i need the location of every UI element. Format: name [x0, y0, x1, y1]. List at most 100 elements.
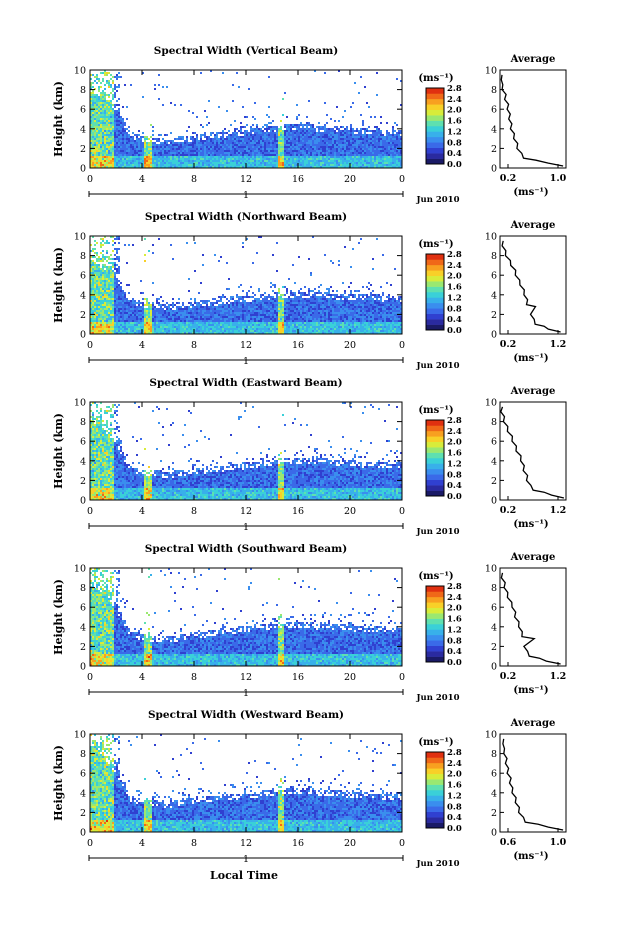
heatmap-cell — [94, 264, 96, 266]
heatmap-cell — [342, 116, 344, 118]
heatmap-cell — [186, 146, 188, 148]
heatmap-cell — [230, 166, 232, 168]
heatmap-cell — [174, 318, 176, 320]
heatmap-cell — [242, 160, 244, 162]
heatmap-cell — [228, 304, 230, 306]
heatmap-cell — [252, 146, 254, 148]
heatmap-cell — [266, 156, 268, 158]
heatmap-cell — [154, 310, 156, 312]
heatmap-cell — [106, 122, 108, 124]
heatmap-cell — [102, 314, 104, 316]
heatmap-cell — [104, 274, 106, 276]
heatmap-cell — [300, 158, 302, 160]
heatmap-cell — [398, 152, 400, 154]
heatmap-cell — [138, 306, 140, 308]
heatmap-cell — [332, 138, 334, 140]
heatmap-cell — [120, 128, 122, 130]
heatmap-cell — [332, 142, 334, 144]
heatmap-cell — [120, 116, 122, 118]
heatmap-cell — [94, 110, 96, 112]
heatmap-cell — [128, 160, 130, 162]
heatmap-cell — [208, 332, 210, 334]
heatmap-cell — [184, 142, 186, 144]
heatmap-cell — [158, 310, 160, 312]
heatmap-cell — [176, 144, 178, 146]
heatmap-cells — [90, 70, 402, 168]
heatmap-cell — [170, 166, 172, 168]
heatmap-cell — [272, 140, 274, 142]
heatmap-cell — [112, 96, 114, 98]
heatmap-cell — [260, 152, 262, 154]
heatmap-cell — [122, 150, 124, 152]
heatmap-cell — [112, 236, 114, 238]
heatmap-cell — [310, 160, 312, 162]
heatmap-cell — [276, 132, 278, 134]
heatmap-cell — [158, 326, 160, 328]
heatmap-cell — [272, 152, 274, 154]
heatmap-cell — [212, 324, 214, 326]
heatmap-cell — [286, 136, 288, 138]
heatmap-cell — [226, 164, 228, 166]
heatmap-cell — [206, 326, 208, 328]
heatmap-cell — [246, 142, 248, 144]
heatmap-cell — [104, 236, 106, 238]
day-label: 1 — [243, 190, 249, 201]
heatmap-cell — [120, 282, 122, 284]
heatmap-cell — [378, 154, 380, 156]
heatmap-cell — [244, 132, 246, 134]
heatmap-cell — [400, 162, 402, 164]
heatmap-cell — [176, 146, 178, 148]
heatmap-cell — [200, 320, 202, 322]
heatmap-cell — [200, 158, 202, 160]
heatmap-cell — [108, 94, 110, 96]
heatmap-cell — [90, 318, 92, 320]
heatmap-cell — [104, 84, 106, 86]
heatmap-cell — [268, 136, 270, 138]
heatmap-cell — [258, 154, 260, 156]
heatmap-cell — [90, 114, 92, 116]
heatmap-cell — [120, 322, 122, 324]
heatmap-cell — [230, 164, 232, 166]
heatmap-cell — [104, 142, 106, 144]
heatmap-cell — [178, 316, 180, 318]
heatmap-cell — [210, 160, 212, 162]
heatmap-cell — [364, 160, 366, 162]
heatmap-cell — [358, 158, 360, 160]
heatmap-cell — [350, 148, 352, 150]
heatmap-cell — [308, 122, 310, 124]
heatmap-cell — [92, 150, 94, 152]
heatmap-cell — [320, 132, 322, 134]
heatmap-cell — [394, 158, 396, 160]
heatmap-cell — [116, 288, 118, 290]
heatmap-cell — [240, 154, 242, 156]
heatmap-cell — [92, 92, 94, 94]
heatmap-cell — [116, 166, 118, 168]
heatmap-cell — [118, 112, 120, 114]
heatmap-cell — [210, 326, 212, 328]
heatmap-cell — [348, 134, 350, 136]
heatmap-cell — [362, 140, 364, 142]
heatmap-cell — [278, 138, 280, 140]
heatmap-cell — [186, 242, 188, 244]
heatmap-cell — [94, 278, 96, 280]
heatmap-cell — [134, 320, 136, 322]
heatmap-cell — [200, 150, 202, 152]
heatmap-cell — [362, 134, 364, 136]
heatmap-cell — [190, 142, 192, 144]
heatmap-cell — [128, 304, 130, 306]
heatmap-cell — [100, 130, 102, 132]
heatmap-cell — [202, 320, 204, 322]
heatmap-cell — [292, 140, 294, 142]
heatmap-cell — [368, 140, 370, 142]
heatmap-cell — [230, 124, 232, 126]
heatmap-cell — [222, 130, 224, 132]
heatmap-cell — [132, 312, 134, 314]
heatmap-cell — [96, 320, 98, 322]
heatmap-cell — [120, 294, 122, 296]
heatmap-cell — [228, 288, 230, 290]
heatmap-cell — [156, 160, 158, 162]
heatmap-cell — [146, 322, 148, 324]
heatmap-cell — [96, 98, 98, 100]
heatmap-cell — [272, 142, 274, 144]
heatmap-cell — [182, 136, 184, 138]
